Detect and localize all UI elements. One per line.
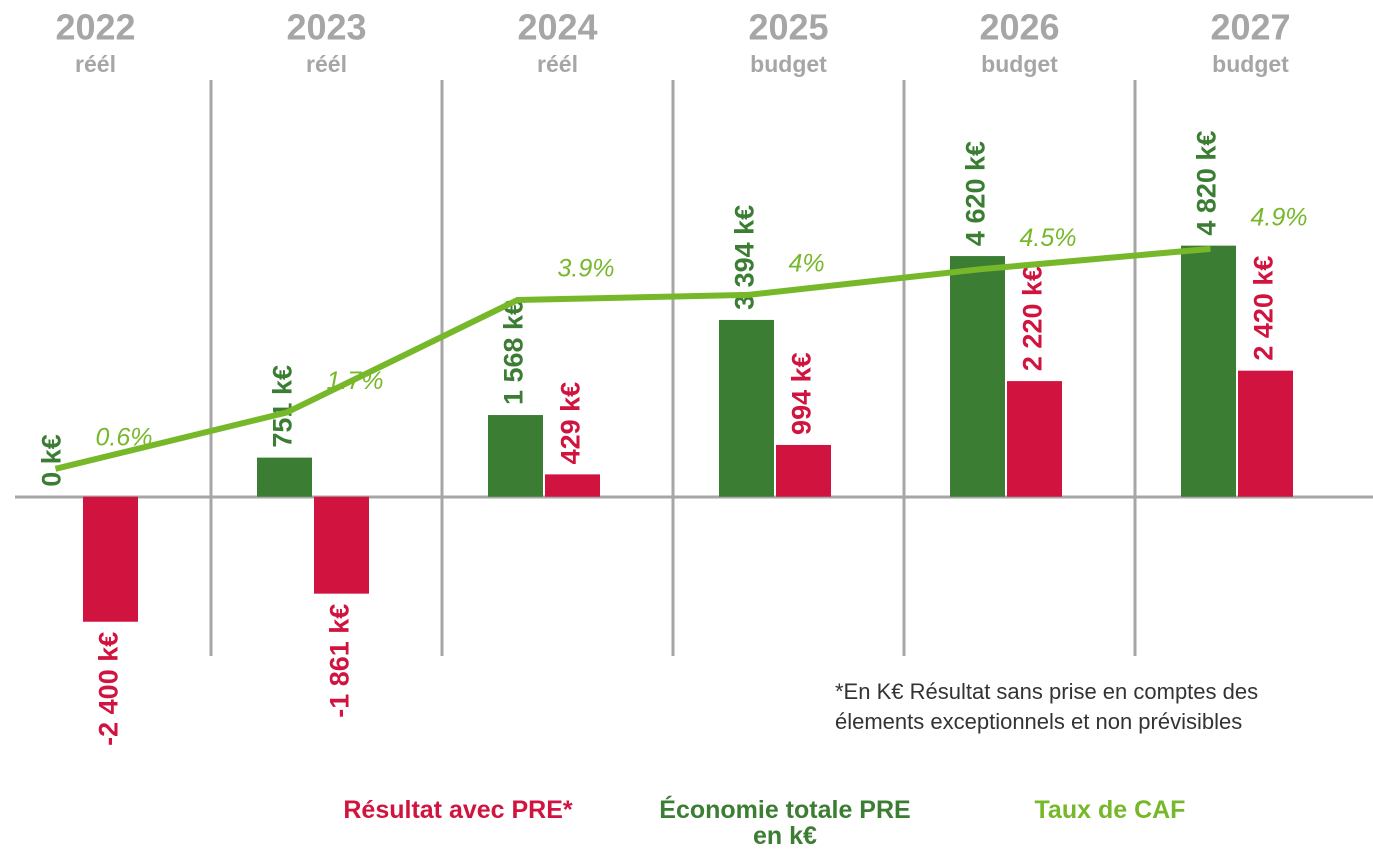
note-line: élements exceptionnels et non prévisible… (835, 709, 1242, 734)
bar (719, 319, 774, 497)
value-label: 1 568 k€ (499, 300, 529, 405)
x-tick-sublabel: budget (1212, 51, 1289, 77)
x-tick-label: 2025 (748, 7, 828, 48)
x-tick-label: 2026 (979, 7, 1059, 48)
value-label: 4.9% (1251, 203, 1308, 231)
x-tick-label: 2022 (55, 7, 135, 48)
bar (488, 415, 543, 497)
x-tick-sublabel: budget (981, 51, 1058, 77)
value-label: 4 620 k€ (961, 141, 991, 246)
value-label: 2 220 k€ (1018, 266, 1048, 371)
x-tick-sublabel: réél (75, 51, 116, 77)
legend-item: Résultat avec PRE* (343, 796, 573, 824)
value-label: 0.6% (96, 423, 153, 451)
value-label: 4 820 k€ (1192, 131, 1222, 236)
bar (314, 496, 369, 594)
x-tick-label: 2024 (517, 7, 597, 48)
x-tick-sublabel: réél (306, 51, 347, 77)
x-tick-label: 2027 (1210, 7, 1290, 48)
bar (1181, 245, 1236, 497)
x-tick-sublabel: budget (750, 51, 827, 77)
value-label: 429 k€ (556, 382, 586, 465)
value-label: 0 k€ (37, 434, 67, 487)
value-label: 4% (789, 249, 825, 277)
bar (83, 496, 138, 622)
value-label: 1.7% (327, 367, 384, 395)
legend-item: Taux de CAF (1034, 796, 1186, 824)
bar (545, 474, 600, 497)
value-label: 2 420 k€ (1249, 256, 1279, 361)
bar (1238, 370, 1293, 497)
bar (950, 256, 1005, 497)
value-label: -2 400 k€ (94, 632, 124, 746)
bar (257, 457, 312, 497)
value-label: 994 k€ (787, 352, 817, 435)
bar (1007, 381, 1062, 497)
legend-item: Économie totale PRE en k€ (659, 796, 911, 850)
x-tick-label: 2023 (286, 7, 366, 48)
value-label: 3.9% (558, 255, 615, 283)
x-tick-sublabel: réél (537, 51, 578, 77)
line (54, 245, 1211, 472)
value-label: -1 861 k€ (325, 604, 355, 718)
value-label: 4.5% (1020, 224, 1077, 252)
bar (776, 444, 831, 497)
note-line: *En K€ Résultat sans prise en comptes de… (835, 679, 1258, 704)
